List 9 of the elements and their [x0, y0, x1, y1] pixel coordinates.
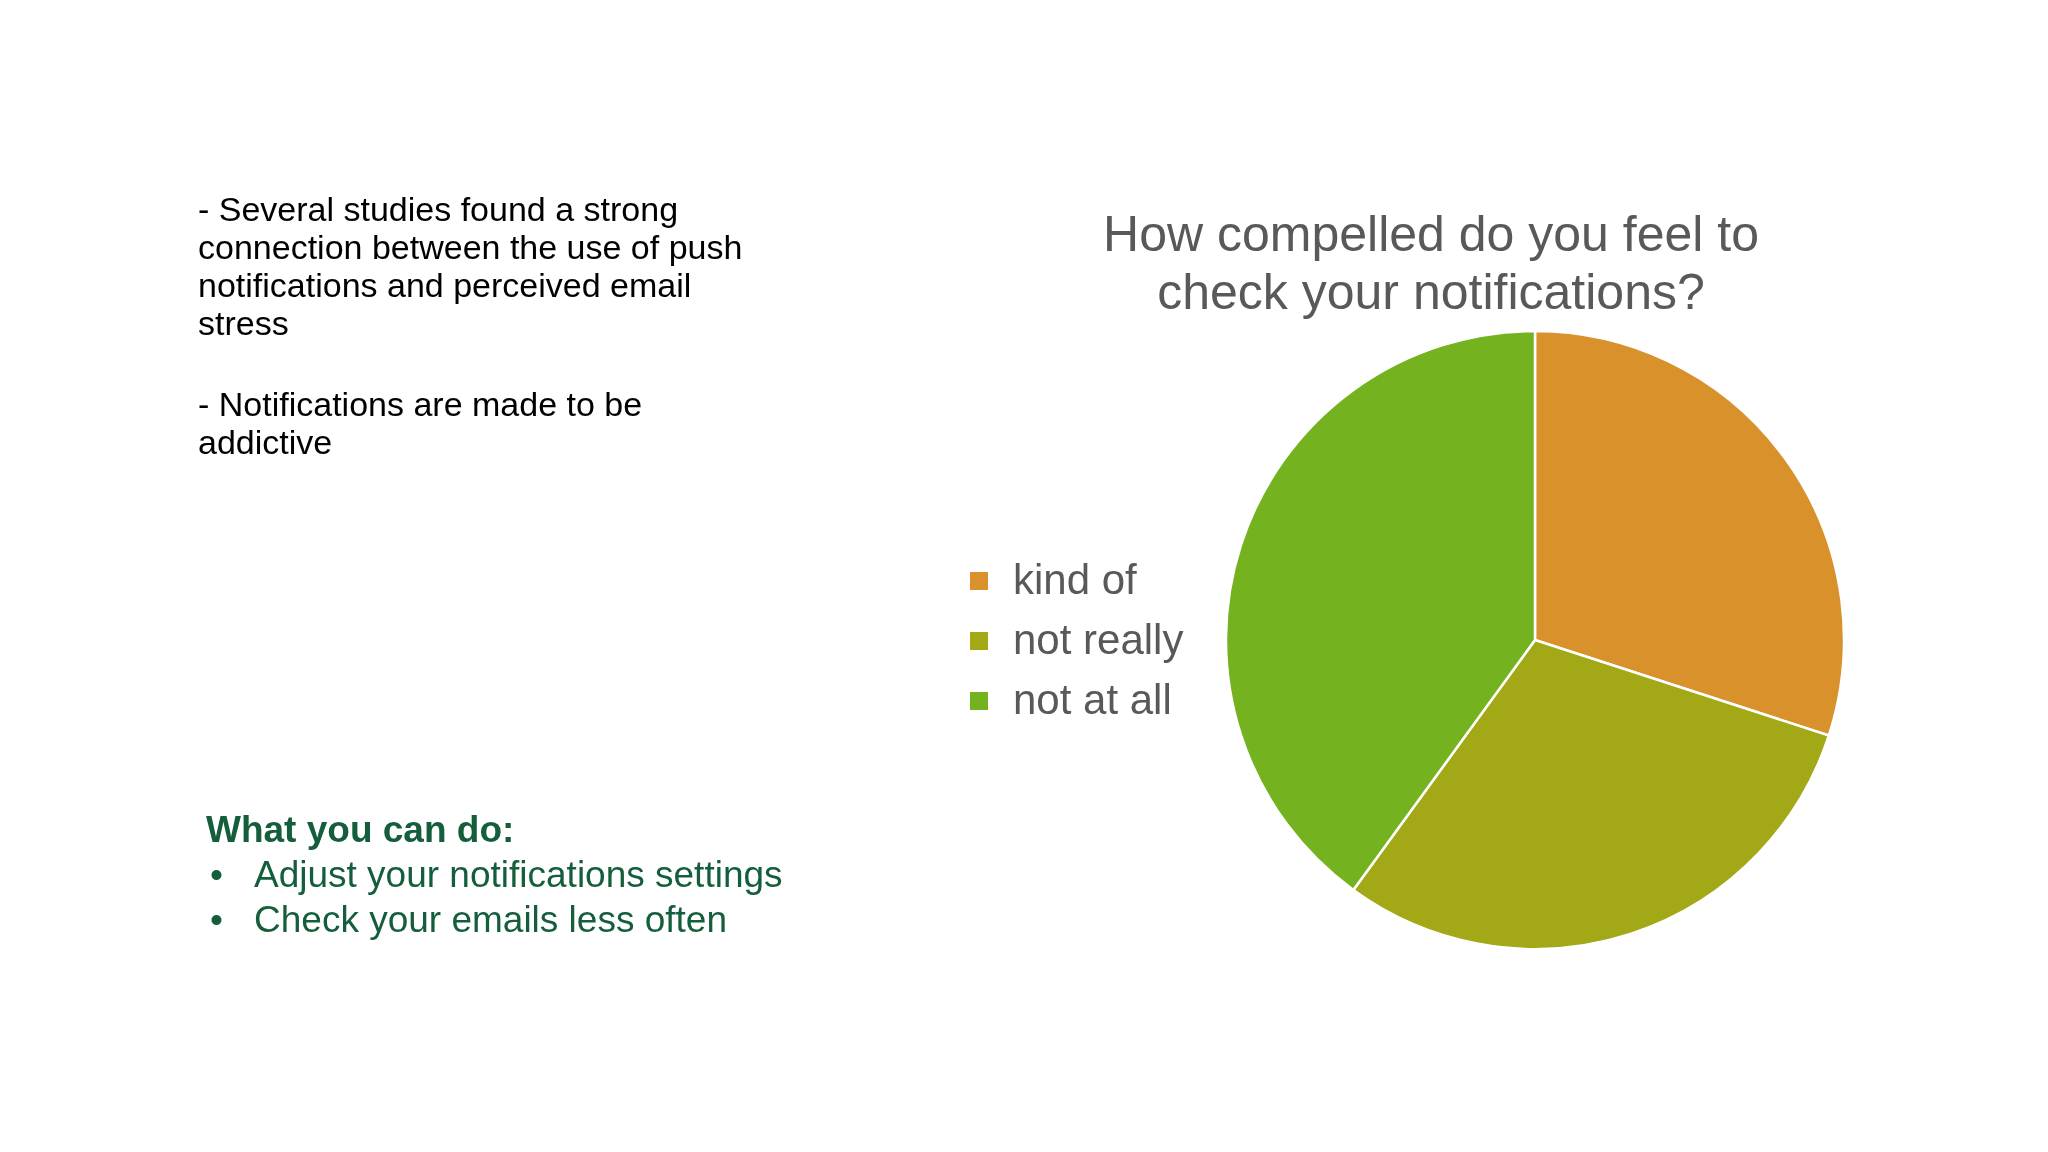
text: - Several studies found a strong connection between the use of push notifications and perceived email stress: [198, 190, 743, 342]
chart-title: How compelled do you feel to check your notifications?: [1103, 206, 1759, 320]
text: - Notifications are made to be addictive: [198, 385, 643, 461]
text: • Check your emails less often: [210, 899, 727, 940]
legend-label: not at all: [1013, 676, 1172, 723]
legend-label: not really: [1013, 616, 1184, 663]
text: What you can do:: [206, 809, 515, 850]
text: • Adjust your notifications settings: [210, 854, 783, 895]
legend-label: kind of: [1013, 556, 1138, 603]
